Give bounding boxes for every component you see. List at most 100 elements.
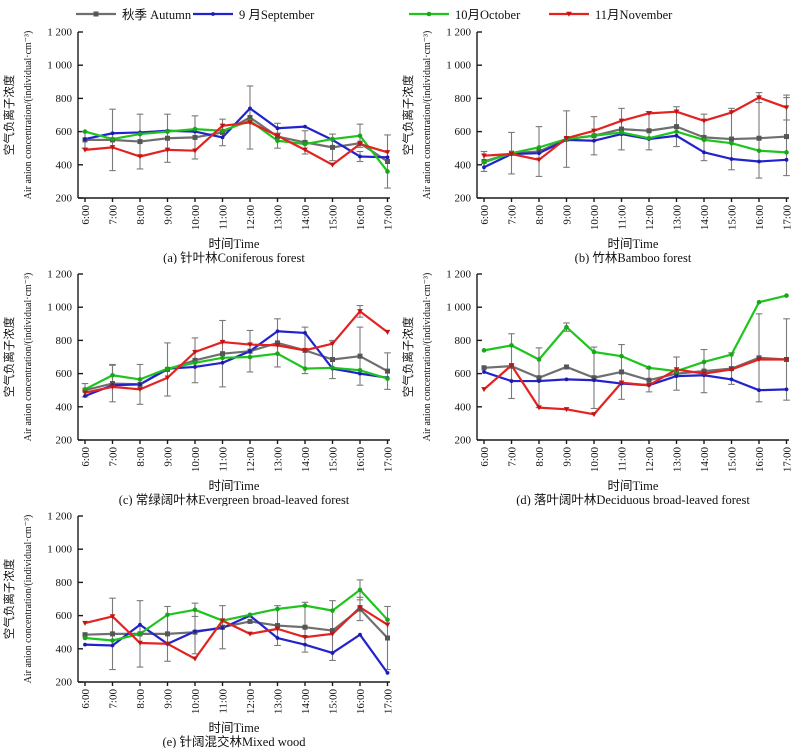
y-axis-label-cn: 空气负离子浓度: [401, 316, 415, 397]
x-tick-label: 6:00: [80, 689, 92, 709]
y-tick-label: 1 200: [446, 27, 471, 39]
series-line-september: [483, 132, 787, 169]
chart-svg-b: 1 200 1 000 800 600 400 200 6:00 7:00 8:00 9:00 10…: [401, 27, 794, 265]
x-tick-label: 9:00: [163, 205, 175, 225]
x-tick-label: 8:00: [135, 689, 147, 709]
chart-e-mixed-wood: 1 200 1 000 800 600 400 200 6:00 7:00 8:00 9:00 10…: [0, 510, 398, 749]
x-tick-label: 14:00: [300, 689, 312, 715]
series-line-october: [483, 294, 787, 373]
y-tick-label: 800: [455, 335, 472, 347]
x-tick-label: 13:00: [672, 447, 684, 473]
y-axis-label-cn: 空气负离子浓度: [401, 74, 415, 155]
x-tick-label: 12:00: [245, 447, 257, 473]
x-tick-label: 15:00: [727, 447, 739, 473]
x-tick-label: 11:00: [617, 205, 629, 230]
legend-label-september: 9 月September: [239, 8, 315, 22]
legend-swatch-svg: [193, 11, 233, 16]
x-tick-label: 14:00: [699, 447, 711, 473]
axes: [77, 31, 390, 202]
x-tick-label: 13:00: [273, 689, 285, 715]
chart-svg-c: 1 200 1 000 800 600 400 200 6:00 7:00 8:00 9:00 10…: [2, 269, 395, 507]
x-tick-label: 16:00: [355, 205, 367, 231]
x-tick-label: 17:00: [383, 205, 395, 231]
y-tick-label: 400: [455, 159, 472, 171]
chart-svg-a: 1 200 1 000 800 600 400 200 6:00 7:00 8:00 9:00 10…: [2, 27, 395, 265]
x-tick-label: 9:00: [562, 447, 574, 467]
x-tick-label: 9:00: [562, 205, 574, 225]
series-line-october: [84, 588, 389, 642]
x-tick-label: 15:00: [328, 447, 340, 473]
chart-d-deciduous-broad-leaved-forest: 1 200 1 000 800 600 400 200 6:00 7:00 8:00 9:00 10…: [399, 268, 797, 507]
y-tick-label: 400: [455, 401, 472, 413]
series-line-october: [483, 130, 787, 164]
legend-item-october: 10月October: [408, 4, 520, 23]
y-tick-label: 200: [455, 193, 472, 205]
x-tick-label: 12:00: [245, 205, 257, 231]
x-tick-label: 12:00: [644, 205, 656, 231]
x-tick-label: 7:00: [108, 689, 120, 709]
x-tick-label: 7:00: [507, 205, 519, 225]
y-tick-label: 400: [56, 643, 73, 655]
y-tick-label: 200: [56, 435, 73, 447]
chart-a-coniferous-forest: 1 200 1 000 800 600 400 200 6:00 7:00 8:00 9:00 10…: [0, 26, 398, 265]
y-axis-label-en: Air anion concentration/(individual·cm⁻³…: [23, 515, 34, 684]
y-tick-label: 1 200: [47, 27, 72, 39]
x-tick-label: 10:00: [190, 447, 202, 473]
x-tick-label: 15:00: [727, 205, 739, 231]
chart-caption: (a) 针叶林Coniferous forest: [163, 250, 305, 264]
chart-caption: (e) 针阔混交林Mixed wood: [162, 734, 306, 748]
y-tick-label: 1 200: [446, 269, 471, 281]
y-axis-label-cn: 空气负离子浓度: [2, 316, 16, 397]
series-markers-november: [82, 120, 391, 168]
series-line-november: [84, 606, 389, 660]
chart-caption: (c) 常绿阔叶林Evergreen broad-leaved forest: [119, 492, 350, 506]
x-tick-label: 8:00: [135, 447, 147, 467]
y-axis-label-en: Air anion concentration/(individual·cm⁻³…: [23, 273, 34, 442]
series-markers-september: [83, 106, 390, 160]
chart-svg-d: 1 200 1 000 800 600 400 200 6:00 7:00 8:00 9:00 10…: [401, 269, 794, 507]
legend-item-autumn: 秋季 Autumn: [75, 4, 191, 23]
series-line-october: [84, 352, 388, 391]
y-tick-label: 400: [56, 159, 73, 171]
y-axis-label-cn: 空气负离子浓度: [2, 558, 16, 639]
legend-label-october: 10月October: [455, 8, 521, 22]
x-tick-label: 11:00: [218, 205, 230, 230]
x-axis-label: 时间Time: [209, 721, 260, 735]
x-tick-label: 8:00: [534, 447, 546, 467]
x-tick-label: 9:00: [163, 689, 175, 709]
series-line-autumn: [483, 125, 787, 163]
x-tick-label: 15:00: [328, 689, 340, 715]
series-markers-october: [82, 351, 390, 392]
y-tick-label: 600: [56, 610, 73, 622]
x-tick-label: 8:00: [135, 205, 147, 225]
y-axis-label-en: Air anion concentration/(individual·cm⁻³…: [422, 31, 433, 200]
y-tick-label: 1 000: [446, 60, 471, 72]
chart-c-evergreen-broad-leaved-forest: 1 200 1 000 800 600 400 200 6:00 7:00 8:00 9:00 10…: [0, 268, 398, 507]
series-line-september: [84, 107, 388, 159]
series-line-november: [483, 96, 787, 161]
x-tick-label: 16:00: [754, 205, 766, 231]
legend-item-november: 11月November: [548, 4, 672, 23]
x-tick-label: 7:00: [108, 447, 120, 467]
september-line-marker-icon: [192, 8, 234, 20]
x-tick-label: 10:00: [589, 205, 601, 231]
y-tick-label: 800: [455, 93, 472, 105]
x-tick-label: 7:00: [507, 447, 519, 467]
x-tick-label: 17:00: [782, 447, 794, 473]
y-tick-label: 600: [455, 126, 472, 138]
y-tick-label: 600: [56, 368, 73, 380]
x-tick-label: 16:00: [355, 689, 367, 715]
x-tick-label: 16:00: [355, 447, 367, 473]
series-markers-november: [82, 605, 391, 662]
y-tick-label: 600: [455, 368, 472, 380]
legend-label-november: 11月November: [595, 8, 673, 22]
x-tick-label: 6:00: [479, 205, 491, 225]
axes: [77, 273, 390, 444]
x-axis-label: 时间Time: [608, 237, 659, 251]
x-axis-label: 时间Time: [608, 479, 659, 493]
legend-swatch-svg: [76, 11, 116, 16]
legend-swatch-svg: [549, 11, 589, 17]
y-tick-label: 1 000: [446, 302, 471, 314]
y-tick-label: 800: [56, 335, 73, 347]
y-tick-label: 200: [455, 435, 472, 447]
